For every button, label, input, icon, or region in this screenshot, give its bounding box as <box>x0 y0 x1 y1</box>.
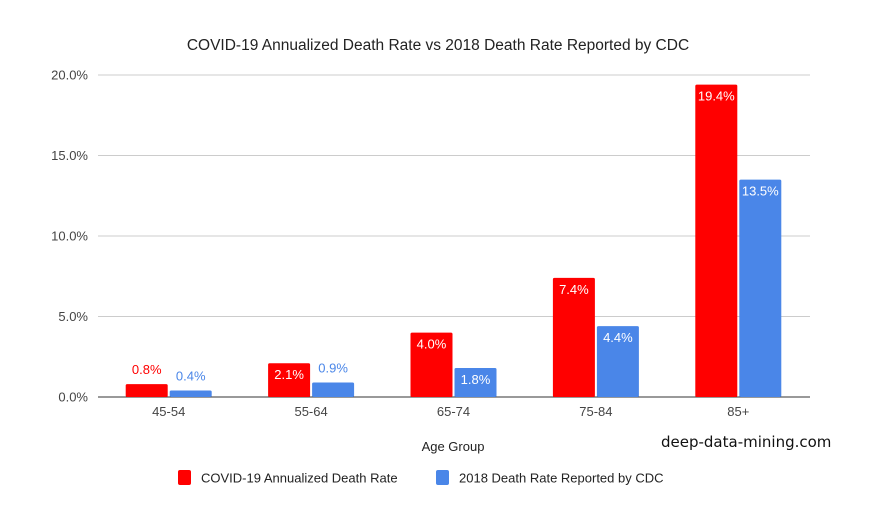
data-label: 4.0% <box>417 337 447 352</box>
gridlines <box>98 74 810 398</box>
x-tick-label: 85+ <box>727 404 749 419</box>
legend: COVID-19 Annualized Death Rate 2018 Death… <box>178 470 664 486</box>
data-label: 0.8% <box>132 362 162 377</box>
bar-cdc-2018 <box>169 390 212 397</box>
y-tick-label: 20.0% <box>51 68 88 83</box>
bar-covid <box>695 84 738 397</box>
y-axis-ticks: 0.0% 5.0% 10.0% 15.0% 20.0% <box>51 68 88 405</box>
x-tick-label: 65-74 <box>437 404 470 419</box>
bar-covid <box>552 277 595 397</box>
data-label: 13.5% <box>742 184 779 199</box>
y-tick-label: 0.0% <box>58 390 88 405</box>
bar-covid <box>410 332 453 397</box>
data-labels: 0.8% 0.4% 2.1% 0.9% 4.0% 1.8% 7.4% 4.4% 19.4% 13.… <box>132 89 779 387</box>
bar-cdc-2018 <box>454 368 497 397</box>
legend-swatch <box>436 470 449 485</box>
bar-cdc-2018 <box>312 382 355 397</box>
data-label: 1.8% <box>461 372 491 387</box>
data-label: 0.9% <box>318 361 348 376</box>
bar-covid <box>125 384 168 397</box>
bar-covid <box>268 363 311 397</box>
data-label: 19.4% <box>698 89 735 104</box>
x-tick-label: 55-64 <box>294 404 327 419</box>
x-tick-label: 45-54 <box>152 404 185 419</box>
data-label: 7.4% <box>559 282 589 297</box>
data-label: 2.1% <box>274 367 304 382</box>
y-tick-label: 10.0% <box>51 229 88 244</box>
bars <box>125 84 782 397</box>
bar-cdc-2018 <box>739 179 782 397</box>
data-label: 4.4% <box>603 330 633 345</box>
legend-label: COVID-19 Annualized Death Rate <box>201 471 398 486</box>
x-tick-label: 75-84 <box>579 404 612 419</box>
y-tick-label: 15.0% <box>51 148 88 163</box>
legend-swatch <box>178 470 191 485</box>
watermark: deep-data-mining.com <box>661 433 832 451</box>
legend-item: 2018 Death Rate Reported by CDC <box>436 470 664 486</box>
x-axis-ticks: 45-54 55-64 65-74 75-84 85+ <box>152 404 749 419</box>
x-axis-label: Age Group <box>422 439 485 454</box>
bar-cdc-2018 <box>596 326 639 397</box>
legend-item: COVID-19 Annualized Death Rate <box>178 470 398 486</box>
legend-label: 2018 Death Rate Reported by CDC <box>459 471 664 486</box>
y-tick-label: 5.0% <box>58 309 88 324</box>
data-label: 0.4% <box>176 369 206 384</box>
chart-title: COVID-19 Annualized Death Rate vs 2018 D… <box>187 37 689 54</box>
